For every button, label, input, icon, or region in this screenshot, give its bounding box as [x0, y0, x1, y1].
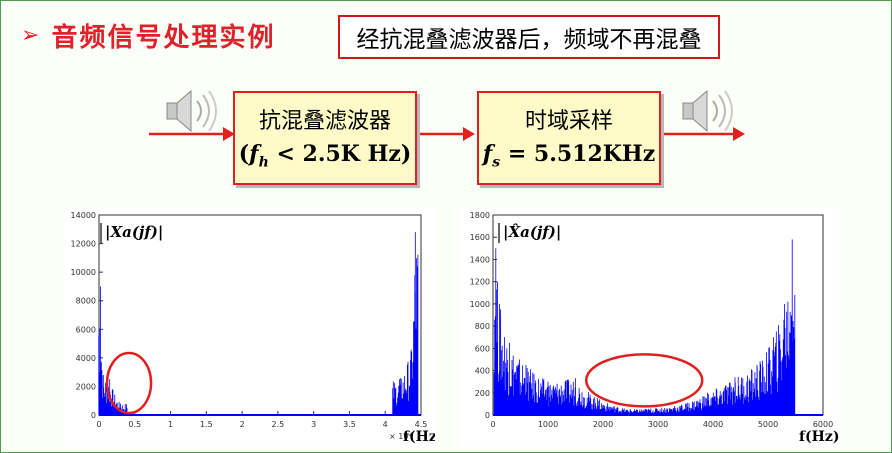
- spectrum-chart-original: 0 0.5 1 1.5 2 2.5 3 3.5 4 4.5 0 2000 4000 6000 8000 100…: [63, 207, 435, 447]
- x-tick-label: 6000: [813, 420, 833, 429]
- y-tick-label: 1600: [470, 233, 490, 242]
- x-tick-label: 0: [490, 420, 495, 429]
- x-axis-label: f(Hz): [799, 429, 839, 445]
- y-tick-label: 800: [475, 322, 490, 331]
- y-tick-label: 4000: [76, 354, 96, 363]
- note-box: 经抗混叠滤波器后，频域不再混叠: [338, 15, 720, 59]
- y-tick-label: 12000: [71, 240, 96, 249]
- y-tick-label: 0: [91, 411, 96, 420]
- y-tick-label: 1000: [470, 300, 490, 309]
- x-tick-label: 3000: [648, 420, 668, 429]
- x-tick-label: 4000: [703, 420, 723, 429]
- chart-formula: |X̂a(jf)|: [503, 223, 561, 241]
- x-tick-label: 1000: [538, 420, 558, 429]
- output-arrow-head: [733, 127, 745, 141]
- x-tick-label: 3: [311, 420, 316, 429]
- y-tick-label: 1200: [470, 278, 490, 287]
- signal-flow-diagram: 抗混叠滤波器 (fh < 2.5K Hz) 时域采样 fs = 5.512KHz: [1, 81, 891, 191]
- title-row: ➢ 音频信号处理实例: [21, 15, 275, 55]
- y-tick-label: 1400: [470, 255, 490, 264]
- chart-formula: |Xa(jf)|: [105, 223, 163, 241]
- plot-area: [98, 214, 422, 416]
- y-tick-label: 600: [475, 344, 490, 353]
- filter-cutoff: (fh < 2.5K Hz): [238, 141, 412, 171]
- y-tick-label: 14000: [71, 211, 96, 220]
- aliasing-region-ellipse: [585, 353, 704, 408]
- aliasing-region-ellipse: [105, 351, 153, 415]
- x-tick-label: 2: [240, 420, 245, 429]
- x-tick-label: 4: [383, 420, 388, 429]
- middle-arrow-head: [463, 127, 475, 141]
- y-tick-label: 1800: [470, 211, 490, 220]
- spectrum-chart-sampled: 0 1000 2000 3000 4000 5000 6000 0 200 400 600 800 10…: [459, 207, 839, 447]
- anti-alias-filter-box: 抗混叠滤波器 (fh < 2.5K Hz): [233, 91, 417, 185]
- x-tick-label: 5000: [758, 420, 778, 429]
- x-tick-label: 0.5: [128, 420, 141, 429]
- x-tick-label: 2.5: [272, 420, 285, 429]
- sampling-rate: fs = 5.512KHz: [482, 141, 656, 171]
- y-tick-label: 10000: [71, 268, 96, 277]
- x-tick-label: 1: [168, 420, 173, 429]
- x-tick-label: 2000: [593, 420, 613, 429]
- x-tick-label: 4.5: [415, 420, 428, 429]
- sampling-label: 时域采样: [524, 109, 613, 134]
- sampling-box: 时域采样 fs = 5.512KHz: [477, 91, 661, 185]
- x-tick-label: 1.5: [200, 420, 213, 429]
- y-tick-label: 200: [475, 389, 490, 398]
- spectrum-series: [493, 239, 796, 415]
- y-tick-label: 0: [485, 411, 490, 420]
- speaker-icon: [682, 89, 733, 133]
- flow-arrows: [149, 89, 745, 141]
- y-tick-label: 6000: [76, 325, 96, 334]
- x-tick-label: 3.5: [343, 420, 356, 429]
- y-tick-label: 2000: [76, 382, 96, 391]
- bullet-arrow-icon: ➢: [21, 22, 40, 48]
- page-title: 音频信号处理实例: [51, 22, 276, 53]
- x-multiplier: × 10⁴: [389, 432, 412, 441]
- input-arrow-head: [223, 127, 235, 141]
- x-axis-label: f(Hz): [403, 429, 435, 445]
- y-tick-label: 8000: [76, 297, 96, 306]
- speaker-icon: [166, 89, 217, 133]
- filter-label: 抗混叠滤波器: [258, 109, 391, 134]
- x-tick-label: 0: [96, 420, 101, 429]
- y-tick-label: 400: [475, 367, 490, 376]
